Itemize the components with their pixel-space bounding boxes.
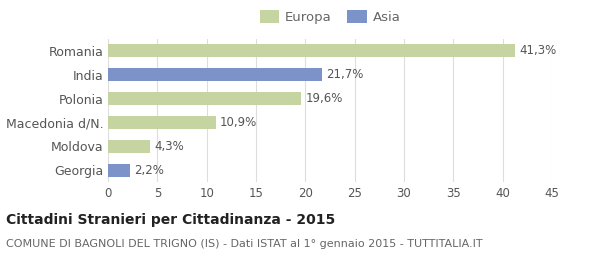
Text: 41,3%: 41,3% [520, 44, 557, 57]
Bar [108, 164, 130, 177]
Bar [108, 140, 151, 153]
Text: COMUNE DI BAGNOLI DEL TRIGNO (IS) - Dati ISTAT al 1° gennaio 2015 - TUTTITALIA.I: COMUNE DI BAGNOLI DEL TRIGNO (IS) - Dati… [6, 239, 482, 249]
Bar [108, 44, 515, 57]
Text: 2,2%: 2,2% [134, 164, 164, 177]
Text: Cittadini Stranieri per Cittadinanza - 2015: Cittadini Stranieri per Cittadinanza - 2… [6, 213, 335, 227]
Bar [108, 92, 301, 105]
Bar [108, 68, 322, 81]
Text: 4,3%: 4,3% [154, 140, 184, 153]
Legend: Europa, Asia: Europa, Asia [254, 5, 406, 30]
Bar [108, 116, 215, 129]
Text: 19,6%: 19,6% [305, 92, 343, 105]
Text: 21,7%: 21,7% [326, 68, 364, 81]
Text: 10,9%: 10,9% [220, 116, 257, 129]
